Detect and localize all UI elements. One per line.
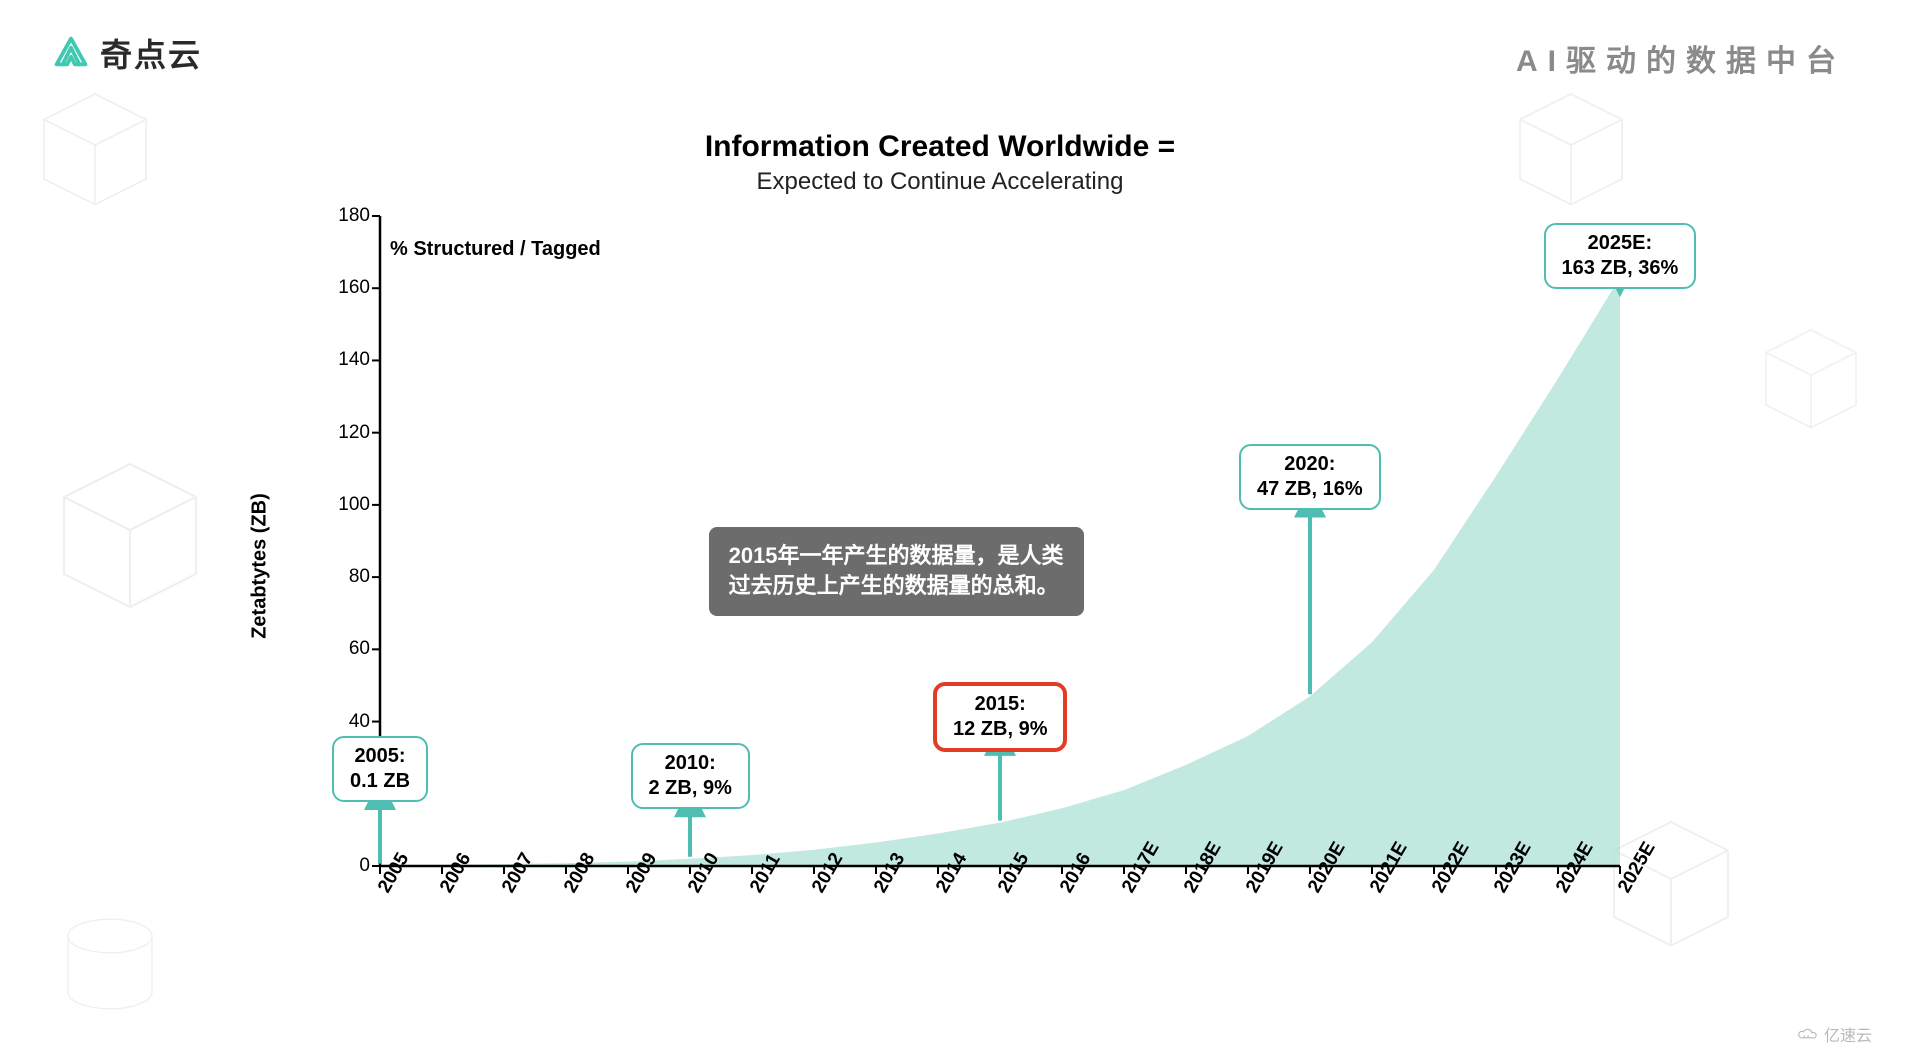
y-tick-label: 60 bbox=[320, 638, 370, 660]
y-tick-label: 180 bbox=[320, 205, 370, 227]
tagline: AI驱动的数据中台 bbox=[1516, 36, 1846, 80]
chart-callout: 2025E:163 ZB, 36% bbox=[1544, 223, 1697, 289]
chart-callout: 2020:47 ZB, 16% bbox=[1239, 444, 1381, 510]
brand-logo-icon bbox=[52, 34, 90, 72]
brand-name: 奇点云 bbox=[100, 30, 202, 76]
y-tick-label: 120 bbox=[320, 422, 370, 444]
cloud-icon bbox=[1796, 1026, 1818, 1042]
y-tick-label: 0 bbox=[320, 855, 370, 877]
brand-logo: 奇点云 bbox=[52, 30, 202, 76]
chart-callout: 2015:12 ZB, 9% bbox=[933, 682, 1067, 752]
chart-annotation-box: 2015年一年产生的数据量，是人类过去历史上产生的数据量的总和。 bbox=[709, 527, 1084, 617]
y-tick-label: 40 bbox=[320, 711, 370, 733]
chart-container: Information Created Worldwide = Expected… bbox=[230, 130, 1650, 1000]
watermark: 亿速云 bbox=[1796, 1022, 1872, 1046]
y-axis-label: Zetabtytes (ZB) bbox=[249, 493, 272, 639]
y-tick-label: 140 bbox=[320, 349, 370, 371]
y-tick-label: 100 bbox=[320, 494, 370, 516]
chart-title: Information Created Worldwide = bbox=[230, 130, 1650, 164]
chart-plot-area: Zetabtytes (ZB) % Structured / Tagged 02… bbox=[330, 206, 1630, 926]
chart-callout: 2010:2 ZB, 9% bbox=[631, 743, 750, 809]
chart-subtitle: Expected to Continue Accelerating bbox=[230, 168, 1650, 196]
watermark-text: 亿速云 bbox=[1824, 1022, 1872, 1046]
chart-callout: 2005:0.1 ZB bbox=[332, 736, 428, 802]
y-tick-label: 80 bbox=[320, 566, 370, 588]
y-tick-label: 160 bbox=[320, 277, 370, 299]
